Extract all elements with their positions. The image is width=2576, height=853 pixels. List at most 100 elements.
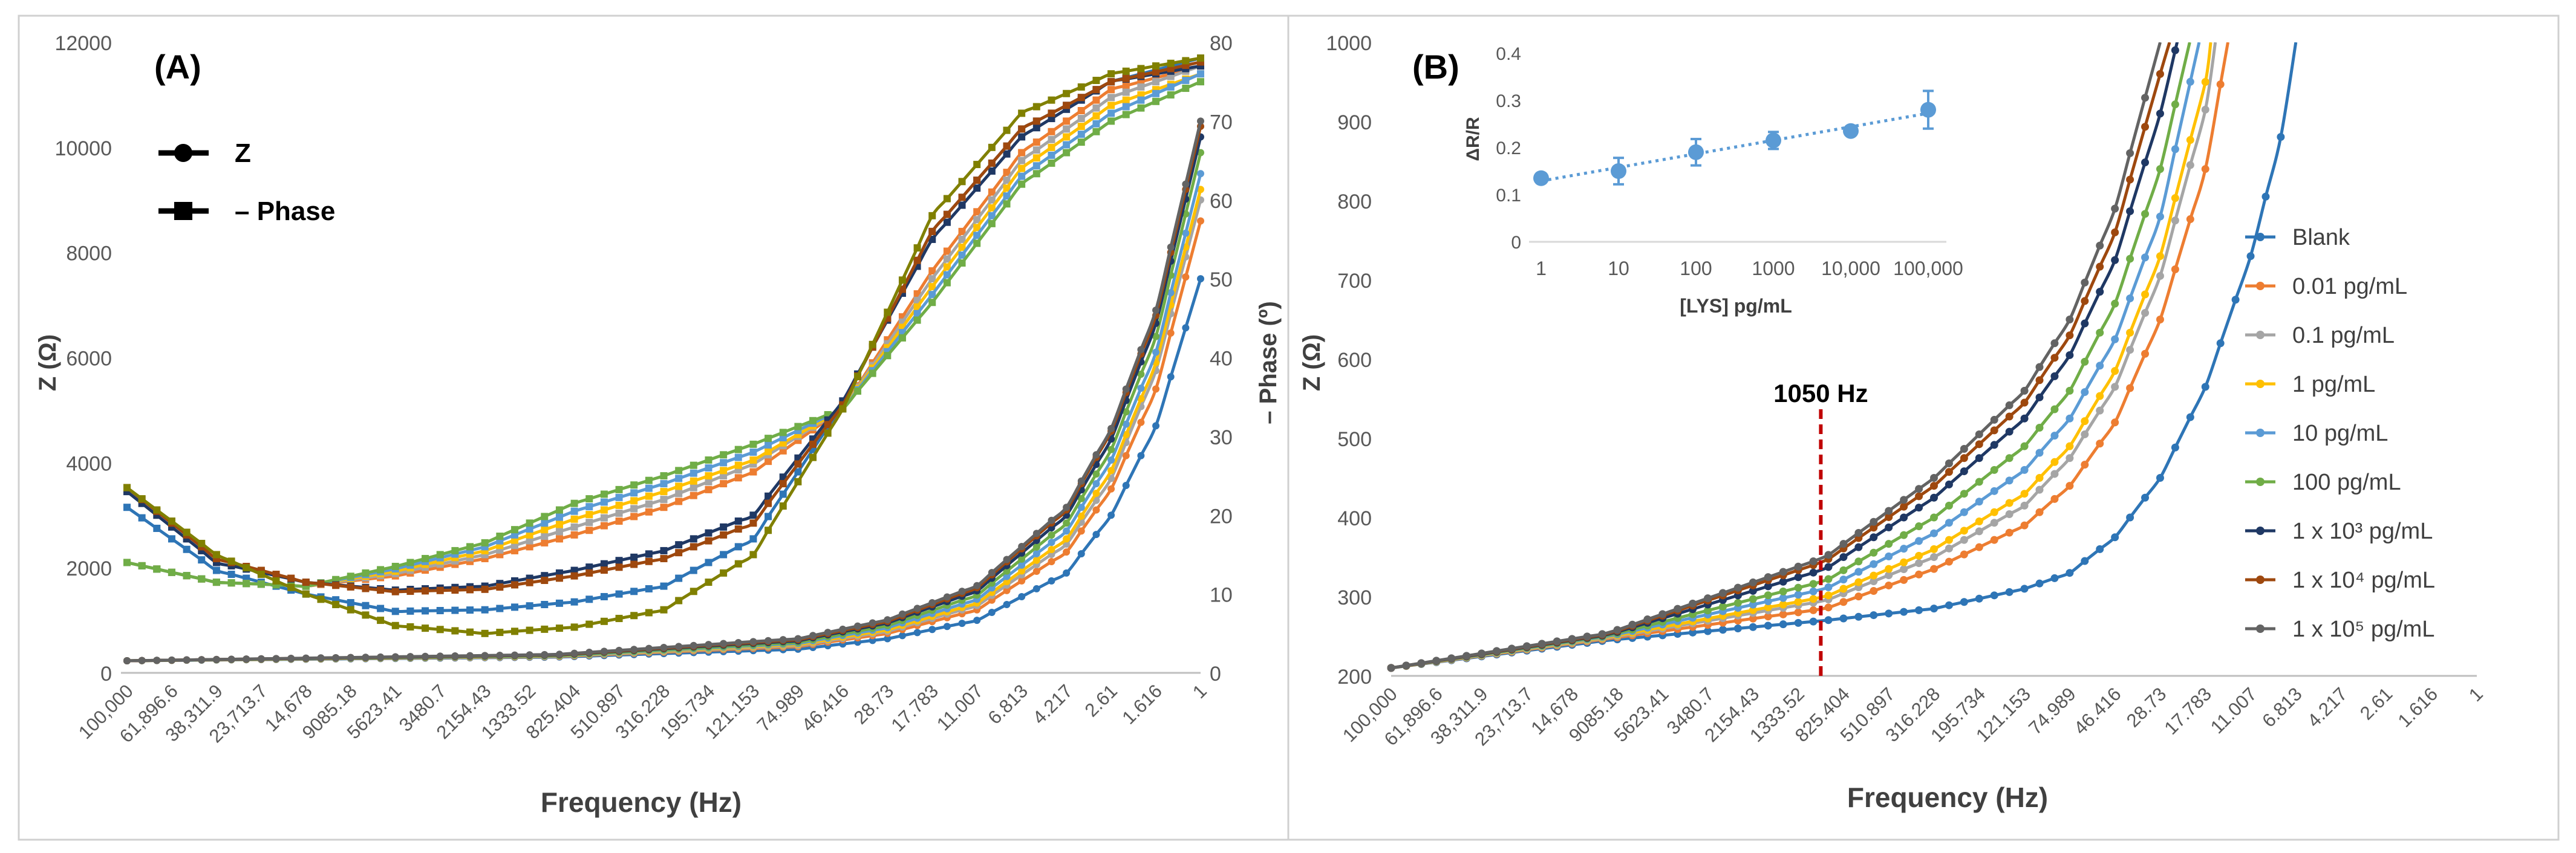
z-data-point bbox=[2186, 136, 2194, 144]
phase-data-point bbox=[1167, 83, 1175, 91]
phase-data-point bbox=[1003, 142, 1011, 150]
phase-data-point bbox=[765, 458, 772, 465]
z-data-point bbox=[1960, 527, 1968, 535]
z-data-point bbox=[1092, 506, 1100, 514]
phase-data-point bbox=[138, 562, 146, 569]
phase-data-point bbox=[451, 586, 459, 594]
phase-data-point bbox=[630, 497, 638, 505]
phase-data-point bbox=[675, 498, 683, 505]
phase-data-point bbox=[1152, 68, 1160, 76]
z-data-point bbox=[1945, 468, 1953, 476]
phase-data-point bbox=[675, 574, 683, 582]
z-data-point bbox=[1048, 516, 1055, 524]
phase-data-point bbox=[734, 525, 742, 533]
z-data-point bbox=[1749, 595, 1757, 603]
z-data-point bbox=[1870, 571, 1878, 580]
phase-data-point bbox=[630, 560, 638, 568]
z-data-point bbox=[1809, 587, 1818, 595]
z-data-point bbox=[2111, 228, 2119, 236]
z-data-point bbox=[1032, 550, 1040, 557]
phase-data-point bbox=[645, 585, 653, 592]
panel-b-y-tick: 300 bbox=[1337, 586, 1372, 609]
z-data-point bbox=[1749, 578, 1757, 586]
z-data-point bbox=[1930, 529, 1938, 537]
z-data-point bbox=[1930, 513, 1938, 522]
phase-data-point bbox=[988, 188, 996, 196]
phase-data-point bbox=[1152, 78, 1160, 86]
z-data-point bbox=[2141, 210, 2150, 218]
phase-data-point bbox=[1077, 83, 1085, 91]
phase-data-point bbox=[526, 519, 533, 527]
phase-data-point bbox=[1092, 120, 1100, 128]
z-data-point bbox=[2035, 424, 2044, 432]
z-data-point bbox=[2201, 383, 2209, 391]
z-data-point bbox=[1764, 573, 1772, 582]
z-data-point bbox=[1137, 370, 1145, 378]
z-data-point bbox=[600, 647, 608, 655]
phase-data-point bbox=[138, 514, 146, 522]
z-data-point bbox=[2156, 271, 2164, 280]
phase-data-point bbox=[1122, 111, 1130, 118]
z-data-point bbox=[1839, 585, 1848, 593]
phase-data-point bbox=[526, 602, 533, 610]
z-data-point bbox=[1018, 567, 1026, 575]
phase-data-point bbox=[541, 533, 549, 540]
z-data-point bbox=[1048, 558, 1055, 566]
phase-data-point bbox=[675, 467, 683, 475]
z-data-point bbox=[2066, 454, 2074, 462]
z-data-point bbox=[1900, 545, 1908, 553]
z-data-point bbox=[2081, 297, 2089, 305]
legend-marker-0 bbox=[2256, 233, 2265, 241]
phase-data-point bbox=[853, 373, 861, 381]
z-data-point bbox=[1167, 243, 1175, 251]
phase-data-point bbox=[988, 167, 996, 175]
z-data-point bbox=[1870, 587, 1878, 595]
z-data-point bbox=[183, 656, 191, 664]
phase-data-point bbox=[913, 303, 921, 311]
phase-data-point bbox=[869, 340, 876, 348]
z-data-point bbox=[1197, 275, 1204, 283]
phase-data-point bbox=[675, 541, 683, 549]
panel-b-y-tick: 500 bbox=[1337, 428, 1372, 451]
panel-a-y2-tick: 60 bbox=[1210, 190, 1233, 213]
phase-data-point bbox=[630, 513, 638, 521]
z-data-point bbox=[1975, 440, 1983, 449]
z-data-point bbox=[2020, 414, 2029, 423]
z-data-point bbox=[2096, 545, 2104, 553]
z-data-point bbox=[1885, 523, 1893, 531]
phase-data-point bbox=[720, 467, 728, 475]
z-data-point bbox=[1915, 504, 1923, 512]
phase-data-point bbox=[705, 464, 712, 472]
phase-data-point bbox=[630, 588, 638, 595]
phase-data-point bbox=[824, 429, 832, 437]
phase-data-point bbox=[1137, 83, 1145, 91]
phase-data-point bbox=[645, 476, 653, 484]
z-data-point bbox=[1643, 615, 1652, 624]
phase-data-point bbox=[958, 243, 966, 251]
z-data-point bbox=[1900, 502, 1908, 511]
panel-a-frame bbox=[18, 15, 1290, 841]
z-data-point bbox=[1990, 426, 1998, 435]
legend-marker-4 bbox=[2256, 429, 2265, 437]
z-data-point bbox=[1794, 591, 1802, 599]
z-data-point bbox=[1032, 556, 1040, 564]
z-data-point bbox=[943, 623, 951, 631]
z-data-point bbox=[2081, 357, 2089, 366]
phase-data-point bbox=[749, 519, 757, 527]
z-data-point bbox=[1613, 626, 1622, 634]
inset-x-tick: 100 bbox=[1680, 258, 1712, 279]
phase-data-point bbox=[1167, 73, 1175, 80]
phase-data-point bbox=[1003, 184, 1011, 192]
z-data-point bbox=[1522, 642, 1531, 650]
phase-data-point bbox=[1048, 159, 1055, 167]
phase-data-point bbox=[1137, 71, 1145, 79]
phase-data-point bbox=[958, 201, 966, 209]
z-data-point bbox=[765, 637, 772, 644]
z-data-point bbox=[1900, 531, 1908, 539]
phase-data-point bbox=[734, 560, 742, 568]
phase-data-point bbox=[1077, 115, 1085, 123]
phase-data-point bbox=[1122, 82, 1130, 89]
z-data-point bbox=[1854, 578, 1863, 586]
phase-data-point bbox=[765, 447, 772, 455]
phase-data-point bbox=[1152, 89, 1160, 97]
